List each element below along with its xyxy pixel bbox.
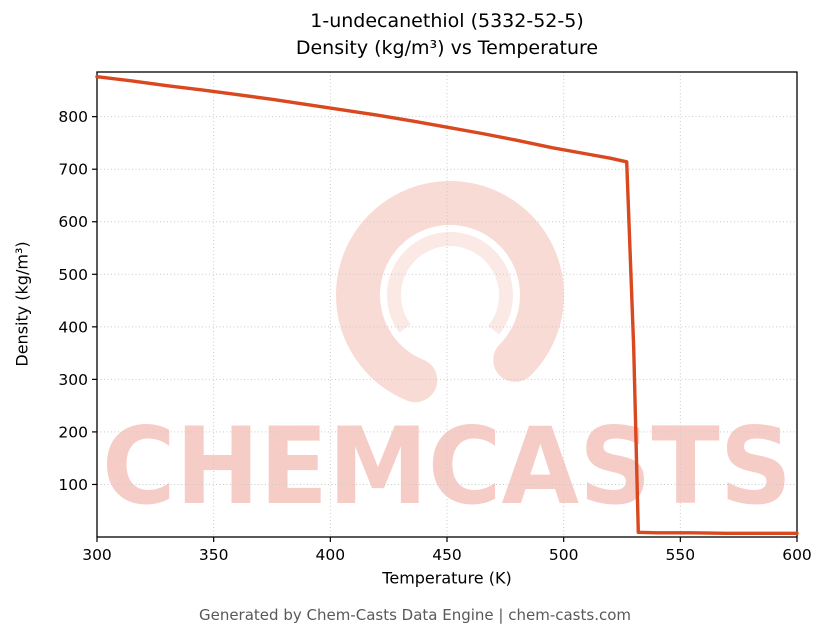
watermark-logo-inner-ring <box>387 232 513 358</box>
chart-title-line1: 1-undecanethiol (5332-52-5) <box>310 10 584 32</box>
x-tick-label: 500 <box>549 546 579 564</box>
y-tick-label: 600 <box>58 213 88 231</box>
y-tick-label: 200 <box>58 423 88 441</box>
y-tick-label: 500 <box>58 266 88 284</box>
x-tick-label: 350 <box>199 546 229 564</box>
x-tick-label: 550 <box>666 546 696 564</box>
y-axis-label: Density (kg/m³) <box>12 241 32 367</box>
x-axis-label: Temperature (K) <box>382 568 512 588</box>
y-tick-label: 300 <box>58 371 88 389</box>
x-tick-label: 450 <box>432 546 462 564</box>
x-tick-label: 300 <box>82 546 112 564</box>
x-tick-label: 600 <box>782 546 812 564</box>
y-tick-label: 700 <box>58 161 88 179</box>
series-line-density <box>95 75 799 535</box>
footer-attribution: Generated by Chem-Casts Data Engine | ch… <box>198 606 632 624</box>
chart-title-line2: Density (kg/m³) vs Temperature <box>295 37 599 59</box>
y-tick-label: 400 <box>58 318 88 336</box>
y-tick-label: 800 <box>58 108 88 126</box>
x-tick-label: 400 <box>316 546 346 564</box>
y-tick-label: 100 <box>58 476 88 494</box>
watermark-logo-ring <box>336 181 564 409</box>
